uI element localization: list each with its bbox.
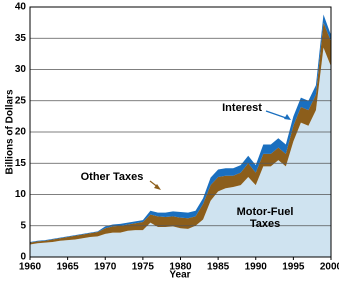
y-tick-label: 5 [20,220,26,231]
x-axis-label: Year [169,270,190,281]
x-tick-label: 1970 [94,262,117,273]
y-tick-label: 0 [20,252,26,263]
x-tick-label: 1975 [132,262,155,273]
interest-arrowhead [284,114,291,120]
series-label-line: Taxes [250,218,280,230]
grid: 0 5 10 15 20 25 30 35 40 1960 1965 1970 1975 1980 1985… [15,2,339,273]
x-tick-label: 1990 [245,262,268,273]
area [30,47,331,257]
x-tick-label: 2000 [320,262,339,273]
x-tick-label: 1960 [19,262,42,273]
y-tick-label: 10 [15,189,27,200]
x-tick-label: 1980 [169,262,192,273]
series-label: Motor-Fuel Taxes [237,206,294,230]
x-tick-label: 1995 [282,262,305,273]
y-tick-label: 20 [15,127,27,138]
series-label: Other Taxes [81,171,144,183]
y-axis-label: Billions of Dollars [5,89,16,174]
x-tick-label: 1985 [207,262,230,273]
x-tick-label: 1965 [57,262,80,273]
y-tick-label: 25 [15,95,27,106]
series-label: Interest [222,102,262,114]
y-tick-label: 30 [15,64,27,75]
plot-frame [29,6,332,258]
y-tick-label: 35 [15,33,27,44]
y-tick-label: 15 [15,158,27,169]
y-tick-label: 40 [15,2,27,13]
series-label-line: Motor-Fuel [237,206,294,218]
other-arrowhead [154,184,161,190]
